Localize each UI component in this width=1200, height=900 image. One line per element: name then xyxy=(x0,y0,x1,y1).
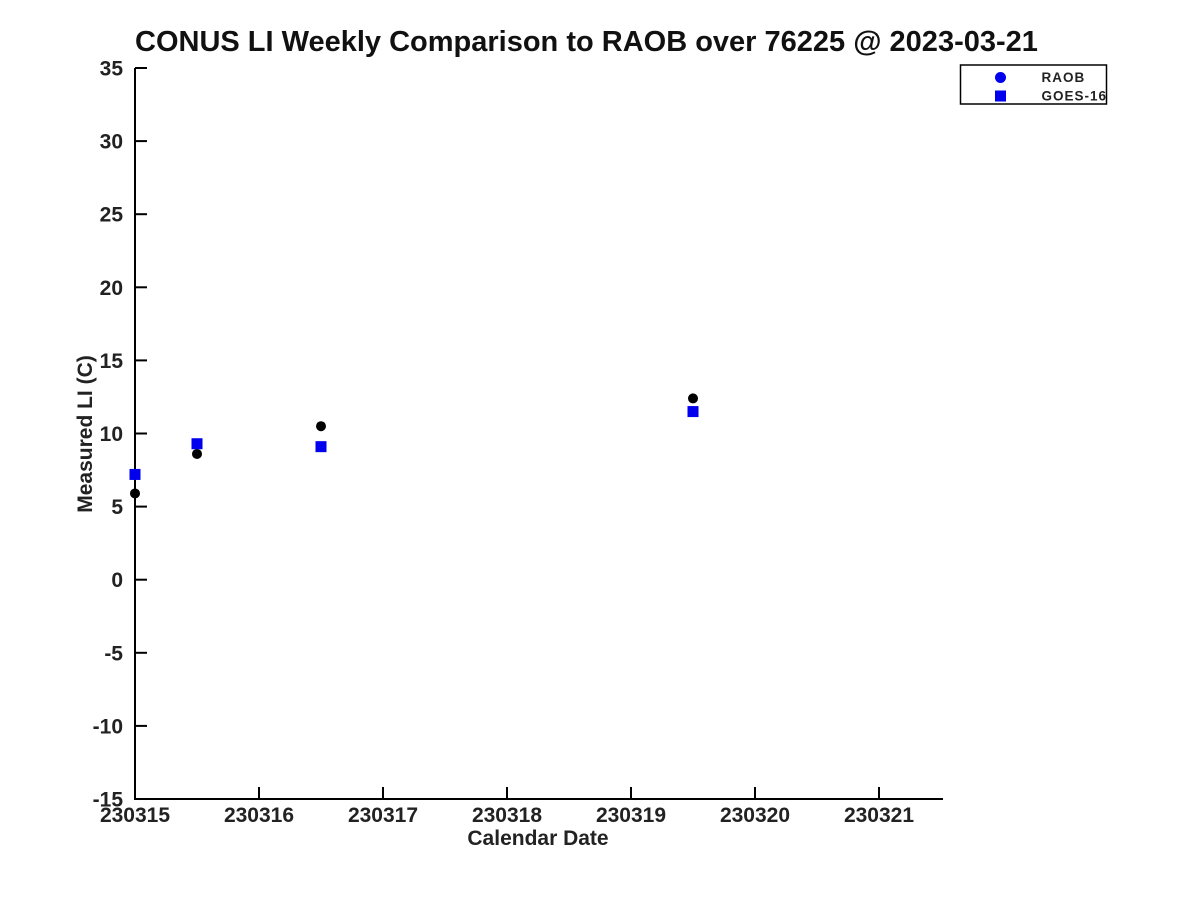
legend-marker-goes-16-icon xyxy=(995,90,1006,102)
data-point-goes-16 xyxy=(315,441,327,453)
y-tick-label: -5 xyxy=(104,642,123,665)
y-tick-label: 20 xyxy=(100,277,123,300)
x-tick-label: 230316 xyxy=(224,804,294,827)
data-point-goes-16 xyxy=(129,468,141,480)
y-tick-label: 5 xyxy=(111,496,123,519)
data-point-raob xyxy=(688,393,698,404)
data-point-goes-16 xyxy=(687,406,699,418)
legend-box xyxy=(959,64,1108,105)
data-point-raob xyxy=(316,421,326,432)
y-tick-label: 35 xyxy=(100,58,124,81)
data-point-raob xyxy=(192,448,202,459)
y-tick-label: -15 xyxy=(93,789,124,812)
data-point-goes-16 xyxy=(191,438,203,450)
y-tick-label: 0 xyxy=(111,569,123,592)
x-axis-label: Calendar Date xyxy=(467,827,609,850)
x-tick-label: 230317 xyxy=(348,804,418,827)
legend-label-goes-16: GOES-16 xyxy=(1042,89,1108,104)
chart-title: CONUS LI Weekly Comparison to RAOB over … xyxy=(135,26,1038,58)
data-point-raob xyxy=(130,488,140,499)
y-tick-label: 15 xyxy=(100,350,124,373)
legend-label-raob: RAOB xyxy=(1042,70,1086,85)
legend-marker-raob-icon xyxy=(995,72,1006,83)
y-tick-label: 10 xyxy=(100,423,123,446)
y-tick-label: 25 xyxy=(100,204,124,227)
x-tick-label: 230320 xyxy=(720,804,790,827)
y-tick-label: -10 xyxy=(93,715,123,738)
y-tick-label: 30 xyxy=(100,131,123,154)
x-tick-label: 230318 xyxy=(472,804,542,827)
x-tick-label: 230321 xyxy=(844,804,914,827)
x-tick-label: 230319 xyxy=(596,804,666,827)
x-tick-label: 230315 xyxy=(100,804,170,827)
